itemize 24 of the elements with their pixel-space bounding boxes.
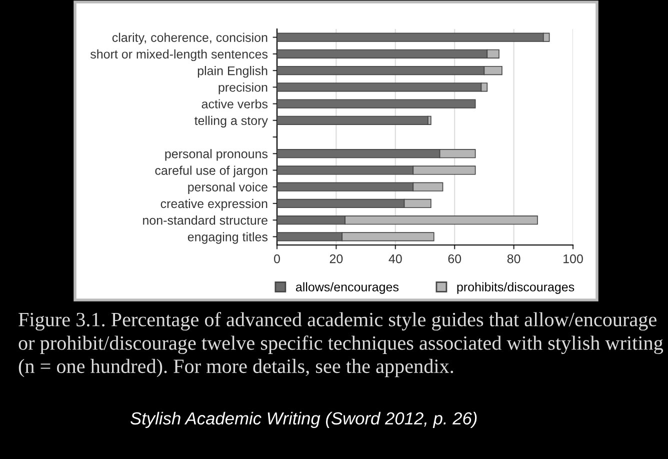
y-tick-label: clarity, coherence, concision: [112, 32, 268, 44]
x-tick-label: 100: [564, 254, 583, 264]
x-tick-label: 80: [507, 254, 520, 264]
bar: [277, 116, 428, 125]
y-tick-label: engaging titles: [188, 232, 268, 244]
text: Stylish Academic Writing (Sword 2012, p. 26): [130, 412, 477, 428]
x-tick-label: 0: [274, 254, 280, 264]
x-tick-label: 20: [330, 254, 343, 264]
y-tick-label: creative expression: [160, 198, 268, 211]
y-tick-label: short or mixed-length sentences: [90, 49, 268, 62]
y-tick-label: active verbs: [202, 99, 268, 108]
bar: [277, 99, 476, 108]
caption: Figure 3.1. Percentage of advanced academic style guides that allow/encourage or prohibit/discourage twelve specific techniques associated with stylish writing (n = one hundred). For more details, see the appendix.: [18, 312, 664, 378]
y-tick-label: personal pronouns: [165, 149, 268, 161]
y-tick-label: plain English: [198, 66, 268, 78]
x-tick-label: 40: [388, 254, 402, 264]
y-tick-label: non-standard structure: [143, 216, 268, 225]
x-tick-label: 60: [448, 254, 462, 264]
y-tick-label: careful use of jargon: [155, 166, 268, 178]
legend-label: allows/encourages: [296, 282, 399, 294]
legend-label: prohibits/discourages: [457, 282, 574, 294]
y-tick-label: precision: [218, 82, 268, 94]
y-tick-label: telling a story: [194, 116, 268, 128]
y-tick-label: personal voice: [188, 182, 268, 194]
